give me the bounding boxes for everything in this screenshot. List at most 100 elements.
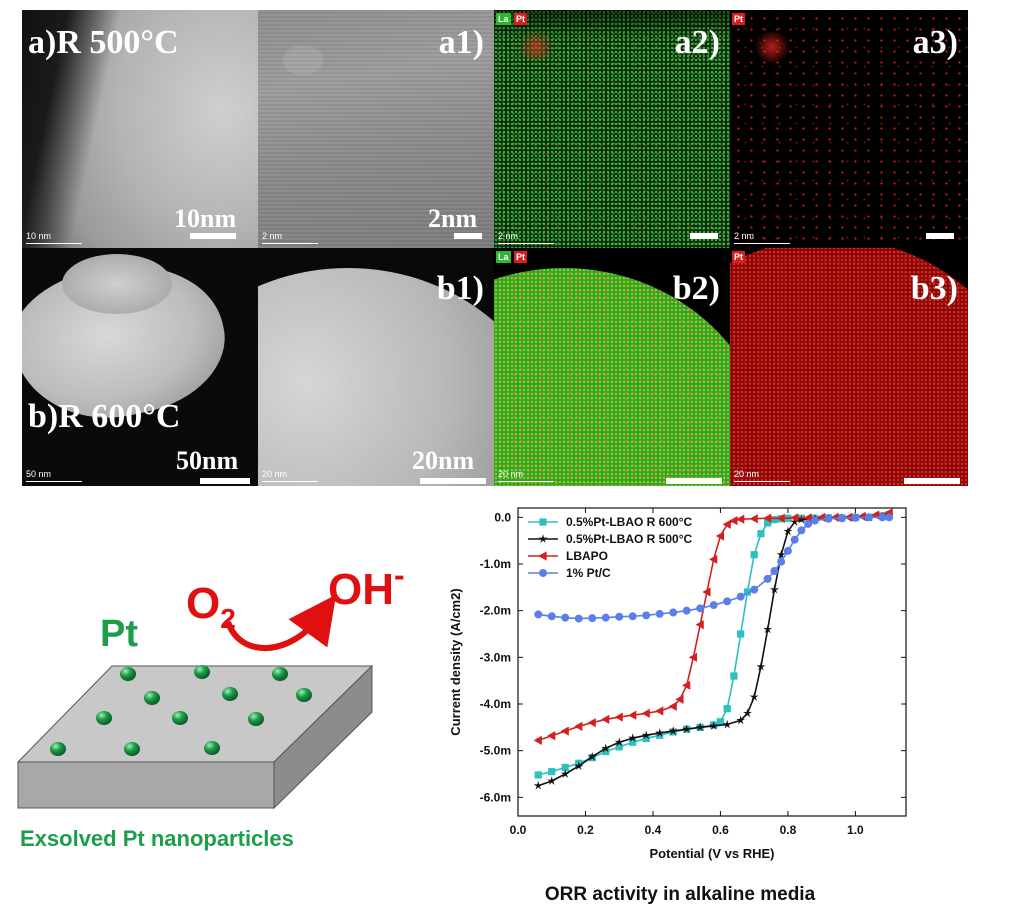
scale-text-small: 2 nm	[262, 231, 283, 241]
panel-a1-label: a1)	[438, 24, 484, 61]
panel-b2-label: b2)	[672, 270, 720, 307]
element-tag-la: La	[496, 251, 511, 263]
data-point	[587, 751, 597, 761]
data-point	[709, 554, 718, 564]
data-point	[561, 763, 569, 772]
data-point	[682, 606, 691, 615]
scale-line-small	[26, 481, 82, 482]
element-tag-pt: Pt	[732, 13, 745, 25]
data-point	[797, 526, 806, 535]
data-point	[560, 769, 570, 778]
element-tag-pt: Pt	[732, 251, 745, 263]
panel-a2-map: La Pt a2) 2 nm	[494, 10, 730, 248]
x-axis-label: Potential (V vs RHE)	[650, 846, 775, 861]
micrograph-grid: a)R 500°C 10nm 10 nm a1) 2nm 2 nm La Pt …	[22, 10, 968, 486]
pt-particle	[96, 711, 112, 725]
legend-label: 1% Pt/C	[566, 566, 611, 580]
data-point	[730, 672, 738, 680]
scale-bar	[190, 233, 236, 239]
scale-line-small	[262, 481, 318, 482]
data-point	[548, 768, 556, 776]
panel-b2-map: La Pt b2) 20 nm	[494, 248, 730, 486]
scale-bar	[454, 233, 482, 239]
data-point	[615, 612, 624, 621]
element-tag-pt: Pt	[514, 13, 527, 25]
data-point	[723, 705, 731, 713]
data-point	[763, 574, 772, 583]
data-point	[716, 718, 725, 726]
data-point	[675, 694, 684, 704]
legend-marker	[539, 518, 547, 526]
x-tick-label: 0.4	[645, 823, 662, 837]
data-point	[574, 721, 583, 731]
data-point	[729, 516, 738, 526]
data-point	[783, 546, 792, 555]
data-point	[722, 719, 732, 729]
pt-particle	[296, 688, 312, 702]
data-point	[764, 519, 772, 527]
data-point	[776, 513, 785, 523]
data-point	[696, 604, 705, 613]
data-point	[601, 743, 611, 753]
data-point	[737, 630, 745, 638]
data-point	[885, 513, 894, 522]
data-point	[629, 738, 637, 746]
data-point	[655, 706, 664, 716]
oh-superscript: -	[394, 557, 405, 593]
exsolution-schematic: Pt O2 OH-	[16, 557, 405, 810]
x-tick-label: 0.0	[510, 823, 527, 837]
slab-side	[273, 664, 373, 810]
data-point	[655, 609, 664, 618]
reaction-arrow	[225, 594, 337, 651]
scale-line-small	[734, 243, 790, 244]
data-point	[796, 514, 806, 524]
scale-text-small: 2 nm	[498, 231, 519, 241]
data-point	[743, 588, 752, 596]
data-point	[642, 734, 650, 743]
data-point	[682, 724, 692, 734]
scale-bar	[690, 233, 718, 239]
data-point	[587, 718, 596, 728]
scale-bar	[666, 478, 722, 484]
y-tick-label: -6.0m	[480, 790, 511, 804]
pt-particle	[194, 665, 210, 679]
panel-b-stem: b)R 600°C 50nm 50 nm	[22, 248, 258, 486]
scale-bar-label: 2nm	[428, 204, 478, 233]
data-point	[750, 585, 759, 594]
data-point	[574, 761, 584, 770]
scale-bar	[926, 233, 954, 239]
data-point	[878, 513, 887, 522]
data-point	[628, 710, 637, 720]
scale-line-small	[262, 243, 318, 244]
panel-b3-map: Pt b3) 20 nm	[730, 248, 968, 486]
pt-particle	[272, 667, 288, 681]
panel-a-stem: a)R 500°C 10nm 10 nm	[22, 10, 258, 248]
pt-particle	[50, 742, 66, 756]
pt-particle	[248, 712, 264, 726]
data-point	[547, 612, 556, 621]
data-point	[722, 519, 731, 529]
plot-frame	[517, 507, 907, 817]
scale-bar-label: 50nm	[176, 446, 239, 475]
o2-subscript: 2	[220, 603, 236, 634]
legend-label: LBAPO	[566, 549, 608, 563]
data-point	[588, 614, 597, 623]
scale-text-small: 10 nm	[26, 231, 52, 241]
data-point	[770, 516, 779, 524]
legend-label: 0.5%Pt-LBAO R 600°C	[566, 515, 692, 529]
data-point	[750, 551, 758, 559]
data-point	[736, 514, 745, 524]
scale-line-small	[734, 481, 790, 482]
data-point	[695, 722, 705, 732]
data-point	[655, 728, 665, 737]
data-point	[709, 721, 719, 730]
data-point	[756, 661, 766, 671]
data-point	[688, 652, 698, 662]
data-point	[533, 735, 542, 745]
data-point	[709, 601, 718, 610]
data-point	[763, 624, 773, 634]
data-point	[757, 530, 765, 538]
y-tick-label: -1.0m	[480, 557, 511, 571]
chart-series	[533, 508, 894, 790]
data-point	[656, 731, 664, 739]
